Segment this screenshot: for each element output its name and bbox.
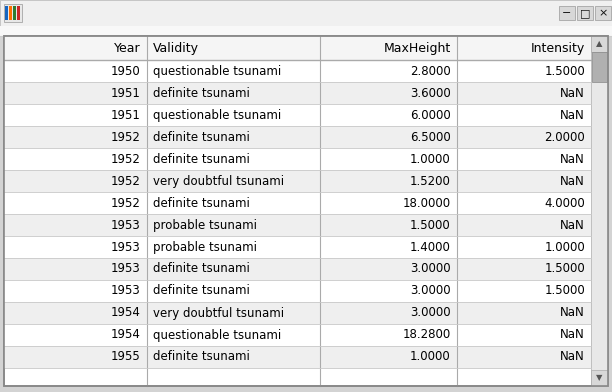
Text: NaN: NaN [560, 350, 585, 363]
Bar [4, 346, 591, 368]
Text: 1953: 1953 [111, 218, 141, 232]
Bar [4, 104, 591, 126]
Text: 6.0000: 6.0000 [410, 109, 450, 122]
Text: 1955: 1955 [111, 350, 141, 363]
Text: 1952: 1952 [111, 196, 141, 209]
Text: −: − [562, 8, 572, 18]
Text: 1.5000: 1.5000 [544, 263, 585, 276]
Bar [4, 82, 591, 104]
Bar [0, 0, 612, 26]
Bar [4, 324, 591, 346]
Bar [4, 36, 608, 386]
Bar [591, 36, 608, 52]
Text: probable tsunami: probable tsunami [152, 241, 256, 254]
Text: 6.5000: 6.5000 [410, 131, 450, 143]
Text: 1953: 1953 [111, 285, 141, 298]
Bar [4, 60, 591, 82]
Text: ▼: ▼ [596, 374, 603, 383]
Bar [4, 170, 591, 192]
Text: NaN: NaN [560, 152, 585, 165]
Text: 1.0000: 1.0000 [410, 152, 450, 165]
Bar [4, 36, 608, 386]
Bar [0, 26, 612, 36]
Bar [17, 6, 20, 20]
Text: □: □ [580, 8, 590, 18]
Text: 1953: 1953 [111, 241, 141, 254]
Bar [577, 6, 593, 20]
Text: 1954: 1954 [111, 328, 141, 341]
Bar [4, 126, 591, 148]
Text: 1.0000: 1.0000 [544, 241, 585, 254]
Text: questionable tsunami: questionable tsunami [152, 109, 281, 122]
Bar [13, 6, 16, 20]
Text: 1953: 1953 [111, 263, 141, 276]
Text: NaN: NaN [560, 218, 585, 232]
Text: 3.0000: 3.0000 [410, 307, 450, 319]
Text: 3.6000: 3.6000 [410, 87, 450, 100]
Bar [9, 6, 12, 20]
Bar [4, 148, 591, 170]
Bar [592, 52, 607, 82]
Text: NaN: NaN [560, 328, 585, 341]
Bar [4, 280, 591, 302]
Text: 3.0000: 3.0000 [410, 263, 450, 276]
Text: 1952: 1952 [111, 174, 141, 187]
Text: 1952: 1952 [111, 152, 141, 165]
Bar [591, 370, 608, 386]
Text: NaN: NaN [560, 87, 585, 100]
Bar [4, 36, 591, 60]
Bar [4, 236, 591, 258]
Text: very doubtful tsunami: very doubtful tsunami [152, 174, 284, 187]
Text: definite tsunami: definite tsunami [152, 263, 250, 276]
Text: 1.5200: 1.5200 [409, 174, 450, 187]
Text: NaN: NaN [560, 174, 585, 187]
Text: questionable tsunami: questionable tsunami [152, 328, 281, 341]
Text: 2.8000: 2.8000 [410, 65, 450, 78]
Text: definite tsunami: definite tsunami [152, 87, 250, 100]
Bar [4, 258, 591, 280]
Text: definite tsunami: definite tsunami [152, 152, 250, 165]
Text: 1951: 1951 [111, 109, 141, 122]
Bar [591, 36, 608, 386]
Text: 1.5000: 1.5000 [544, 285, 585, 298]
Text: NaN: NaN [560, 307, 585, 319]
Text: NaN: NaN [560, 109, 585, 122]
Text: 1.4000: 1.4000 [409, 241, 450, 254]
Bar [595, 6, 611, 20]
Text: MaxHeight: MaxHeight [383, 42, 450, 54]
Bar [559, 6, 575, 20]
Text: 1954: 1954 [111, 307, 141, 319]
Text: 1.5000: 1.5000 [544, 65, 585, 78]
Text: 18.2800: 18.2800 [402, 328, 450, 341]
Text: definite tsunami: definite tsunami [152, 131, 250, 143]
Text: definite tsunami: definite tsunami [152, 350, 250, 363]
Text: 18.0000: 18.0000 [403, 196, 450, 209]
Text: 3.0000: 3.0000 [410, 285, 450, 298]
Text: 2.0000: 2.0000 [544, 131, 585, 143]
Text: ×: × [599, 8, 608, 18]
Text: Intensity: Intensity [531, 42, 585, 54]
Text: very doubtful tsunami: very doubtful tsunami [152, 307, 284, 319]
Text: Year: Year [114, 42, 141, 54]
Text: 1951: 1951 [111, 87, 141, 100]
Text: 1.0000: 1.0000 [410, 350, 450, 363]
Text: definite tsunami: definite tsunami [152, 285, 250, 298]
Text: 1.5000: 1.5000 [410, 218, 450, 232]
Text: ▲: ▲ [596, 40, 603, 49]
Bar [4, 4, 22, 22]
Bar [4, 192, 591, 214]
Text: 1952: 1952 [111, 131, 141, 143]
Text: Validity: Validity [152, 42, 199, 54]
Bar [4, 214, 591, 236]
Bar [4, 302, 591, 324]
Text: 4.0000: 4.0000 [544, 196, 585, 209]
Text: questionable tsunami: questionable tsunami [152, 65, 281, 78]
Bar [5, 6, 8, 20]
Text: 1950: 1950 [111, 65, 141, 78]
Text: probable tsunami: probable tsunami [152, 218, 256, 232]
Text: definite tsunami: definite tsunami [152, 196, 250, 209]
